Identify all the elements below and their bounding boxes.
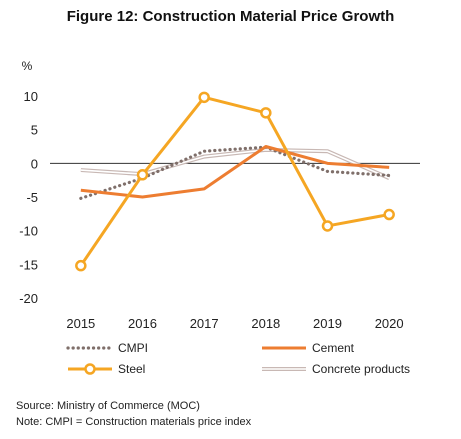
legend-cmpi-label: CMPI	[118, 341, 148, 355]
legend-concrete-products-label: Concrete products	[312, 362, 410, 376]
y-tick-label: -20	[19, 291, 38, 306]
y-axis-label: %	[22, 59, 33, 73]
series-steel-point	[136, 169, 149, 181]
series-steel-point	[321, 220, 334, 232]
y-tick-label: 5	[31, 123, 38, 138]
y-tick-label: -5	[26, 190, 38, 205]
series-steel-line	[79, 95, 390, 267]
legend-steel-marker	[84, 363, 96, 375]
series-cement-line	[80, 145, 390, 199]
y-tick-label: -15	[19, 257, 38, 272]
y-tick-label: 10	[24, 89, 38, 104]
footnote: Note: CMPI = Construction materials pric…	[16, 416, 252, 428]
source-note: Source: Ministry of Commerce (MOC)	[16, 400, 200, 412]
series-cmpi-line	[79, 145, 391, 200]
legend-steel-label: Steel	[118, 362, 145, 376]
series-concrete-products-line-inner	[80, 149, 390, 179]
x-tick-label: 2015	[66, 316, 95, 331]
x-tick-label: 2018	[251, 316, 280, 331]
y-tick-label: 0	[31, 156, 38, 171]
legend-cement-label: Cement	[312, 341, 355, 355]
x-tick-label: 2016	[128, 316, 157, 331]
series-steel-point	[383, 208, 395, 221]
x-tick-label: 2020	[375, 316, 404, 331]
series-steel-point	[75, 259, 87, 272]
chart-title: Figure 12: Construction Material Price G…	[66, 8, 395, 25]
x-tick-label: 2019	[313, 316, 342, 331]
series-steel-point	[198, 91, 210, 104]
x-tick-label: 2017	[190, 316, 219, 331]
series-steel-point	[260, 107, 272, 119]
y-tick-label: -10	[19, 224, 38, 239]
